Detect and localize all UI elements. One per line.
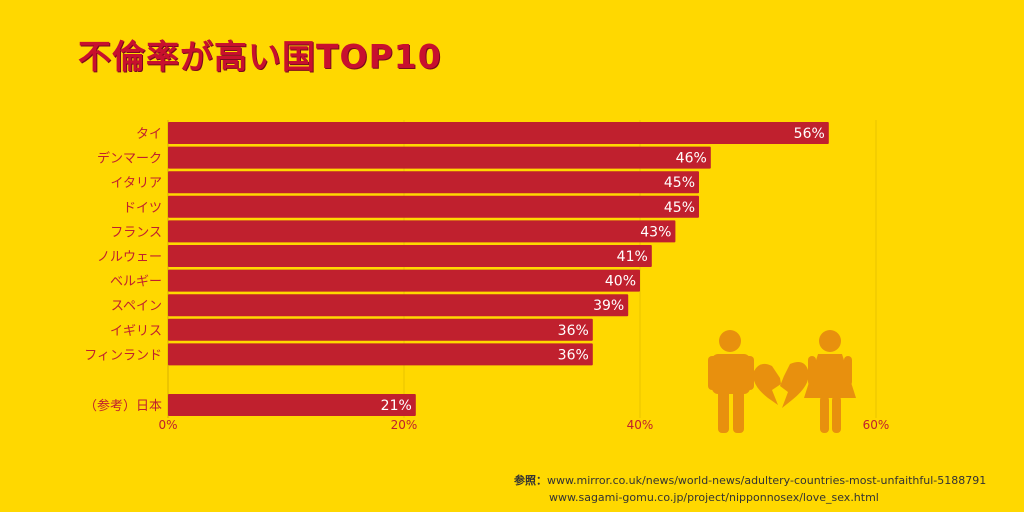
woman-icon xyxy=(804,330,856,433)
category-label: ベルギー xyxy=(110,275,162,290)
x-tick-label: 40% xyxy=(627,418,654,432)
bar xyxy=(168,146,711,169)
grid-lines xyxy=(167,120,877,418)
data-label: 41% xyxy=(617,249,648,265)
man-icon xyxy=(708,330,754,433)
data-label: 43% xyxy=(640,224,671,240)
bar xyxy=(168,122,829,144)
data-label: 45% xyxy=(664,200,695,216)
data-label: 21% xyxy=(381,398,412,414)
category-labels: タイデンマークイタリアドイツフランスノルウェーベルギースペインイギリスフィンラン… xyxy=(84,127,162,414)
references-label: 参照： xyxy=(514,474,547,487)
x-tick-label: 0% xyxy=(158,418,177,432)
data-label: 36% xyxy=(558,347,589,363)
bar xyxy=(168,245,652,267)
data-label: 56% xyxy=(794,126,825,142)
bar xyxy=(168,195,699,218)
data-label: 46% xyxy=(676,151,707,167)
chart-title: 不倫率が高い国TOP10 xyxy=(78,37,442,76)
category-label: フランス xyxy=(110,225,162,240)
bar xyxy=(168,343,593,366)
bars: 56%46%45%45%43%41%40%39%36%36%21% xyxy=(168,122,829,416)
broken-heart-icon xyxy=(753,362,809,408)
bar xyxy=(168,220,676,243)
data-label: 39% xyxy=(593,298,624,314)
category-label: デンマーク xyxy=(97,151,162,167)
category-label: ノルウェー xyxy=(97,250,162,265)
category-label: ドイツ xyxy=(123,201,162,216)
category-label: イタリア xyxy=(111,176,162,191)
category-label: タイ xyxy=(136,127,162,142)
reference-link-1[interactable]: www.mirror.co.uk/news/world-news/adulter… xyxy=(547,474,987,487)
bar xyxy=(168,394,416,416)
references: 参照：www.mirror.co.uk/news/world-news/adul… xyxy=(514,472,986,506)
category-label: スペイン xyxy=(111,299,162,314)
x-tick-label: 60% xyxy=(863,418,890,432)
bar xyxy=(168,294,629,317)
x-tick-labels: 0% 20% 40% 60% xyxy=(158,418,889,432)
reference-link-2[interactable]: www.sagami-gomu.co.jp/project/nipponnose… xyxy=(549,491,879,504)
data-label: 45% xyxy=(664,175,695,191)
bar xyxy=(168,318,593,341)
category-label: （参考）日本 xyxy=(84,398,162,414)
bar xyxy=(168,171,699,194)
data-label: 36% xyxy=(558,323,589,339)
x-tick-label: 20% xyxy=(391,418,418,432)
bar xyxy=(168,269,640,292)
category-label: フィンランド xyxy=(84,348,162,363)
category-label: イギリス xyxy=(110,324,162,339)
data-label: 40% xyxy=(605,274,636,290)
